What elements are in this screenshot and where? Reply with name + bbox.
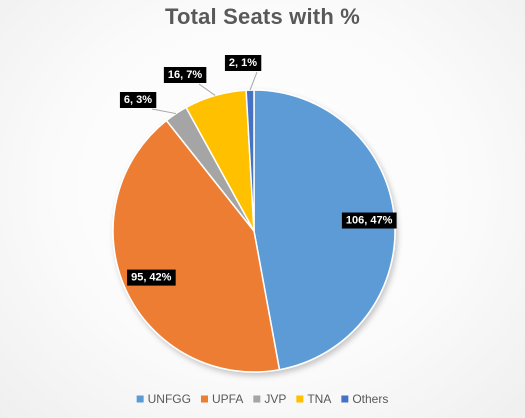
leader-line-jvp: [151, 108, 177, 115]
data-label-box-jvp: [119, 92, 157, 108]
legend-label-upfa: UPFA: [212, 392, 243, 406]
data-label-unfgg: 106, 47%: [346, 215, 393, 227]
pie-slice-others: [245, 89, 255, 232]
data-label-others: 2, 1%: [229, 57, 257, 69]
data-label-upfa: 95, 42%: [131, 272, 172, 284]
legend-swatch-others: [341, 395, 349, 403]
legend-label-tna: TNA: [307, 392, 331, 406]
pie-slice-upfa: [112, 119, 281, 373]
chart-title: Total Seats with %: [164, 4, 361, 29]
data-label-jvp: 6, 3%: [124, 94, 152, 106]
data-label-box-upfa: [127, 269, 176, 286]
leader-line-others: [249, 71, 258, 91]
legend-swatch-upfa: [200, 395, 208, 403]
legend-swatch-unfgg: [136, 395, 144, 403]
data-label-box-tna: [163, 67, 207, 83]
data-label-box-others: [224, 55, 262, 71]
data-label-tna: 16, 7%: [168, 69, 202, 81]
legend-swatch-tna: [296, 395, 304, 403]
legend-label-others: Others: [352, 392, 388, 406]
data-label-box-unfgg: [341, 212, 397, 229]
legend-label-unfgg: UNFGG: [148, 392, 191, 406]
pie-slice-unfgg: [253, 89, 396, 371]
leader-line-tna: [198, 83, 216, 96]
legend-swatch-jvp: [253, 395, 261, 403]
legend: UNFGG UPFA JVP TNA Others: [136, 392, 388, 406]
legend-label-jvp: JVP: [264, 392, 286, 406]
